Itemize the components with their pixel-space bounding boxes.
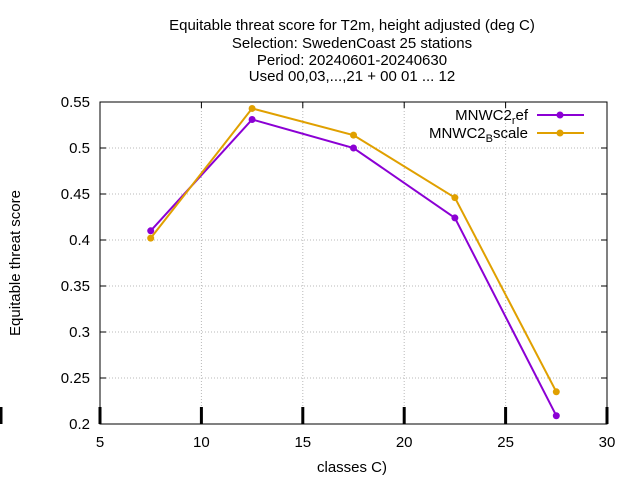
series-1-point — [248, 115, 256, 123]
x-tick-label: 10 — [193, 434, 210, 451]
series-layer — [147, 104, 560, 420]
chart-title: Equitable threat score for T2m, height a… — [169, 17, 535, 85]
title-line-1: Equitable threat score for T2m, height a… — [169, 17, 535, 34]
ticks: 0.2 0.25 0.3 0.35 0.4 0.45 0.5 0.55 5 10 15 20 25 30 — [0, 94, 616, 451]
y-tick-label: 0.35 — [61, 278, 90, 295]
series-2-point — [451, 194, 459, 202]
x-tick-label: 25 — [497, 434, 514, 451]
y-tick-label: 0.55 — [61, 94, 90, 111]
legend-label-1: MNWC2ref — [455, 107, 529, 127]
y-tick-label: 0.4 — [69, 232, 90, 249]
series-1-point — [350, 144, 357, 152]
y-tick-label: 0.3 — [69, 324, 90, 341]
series-1-point — [552, 412, 560, 420]
x-tick-label: 20 — [396, 434, 413, 451]
series-2-point — [248, 104, 256, 112]
x-tick-label: 5 — [96, 434, 104, 451]
axes — [99, 101, 608, 425]
series-2-point — [147, 234, 155, 242]
x-axis-label: classes C) — [317, 459, 387, 476]
y-tick-label: 0.2 — [69, 416, 90, 433]
y-tick-label: 0.25 — [61, 370, 90, 387]
series-line-1 — [149, 118, 558, 417]
y-tick-label: 0.45 — [61, 186, 90, 203]
plot-frame — [99, 101, 608, 425]
x-tick-label: 15 — [294, 434, 311, 451]
x-tick-label: 30 — [599, 434, 616, 451]
legend-swatch-point-1 — [556, 111, 564, 119]
series-2-point — [350, 131, 357, 139]
title-line-4: Used 00,03,...,21 + 00 01 ... 12 — [249, 68, 455, 85]
series-1-point — [451, 214, 459, 222]
y-axis-label: Equitable threat score — [7, 190, 24, 336]
legend-label-2: MNWC2Bscale — [429, 125, 528, 145]
title-line-3: Period: 20240601-20240630 — [257, 52, 447, 69]
series-2-point — [552, 388, 560, 396]
series-1-point — [147, 227, 155, 235]
y-tick-label: 0.5 — [69, 140, 90, 157]
legend-swatch-point-2 — [556, 129, 564, 137]
title-line-2: Selection: SwedenCoast 25 stations — [232, 35, 472, 52]
